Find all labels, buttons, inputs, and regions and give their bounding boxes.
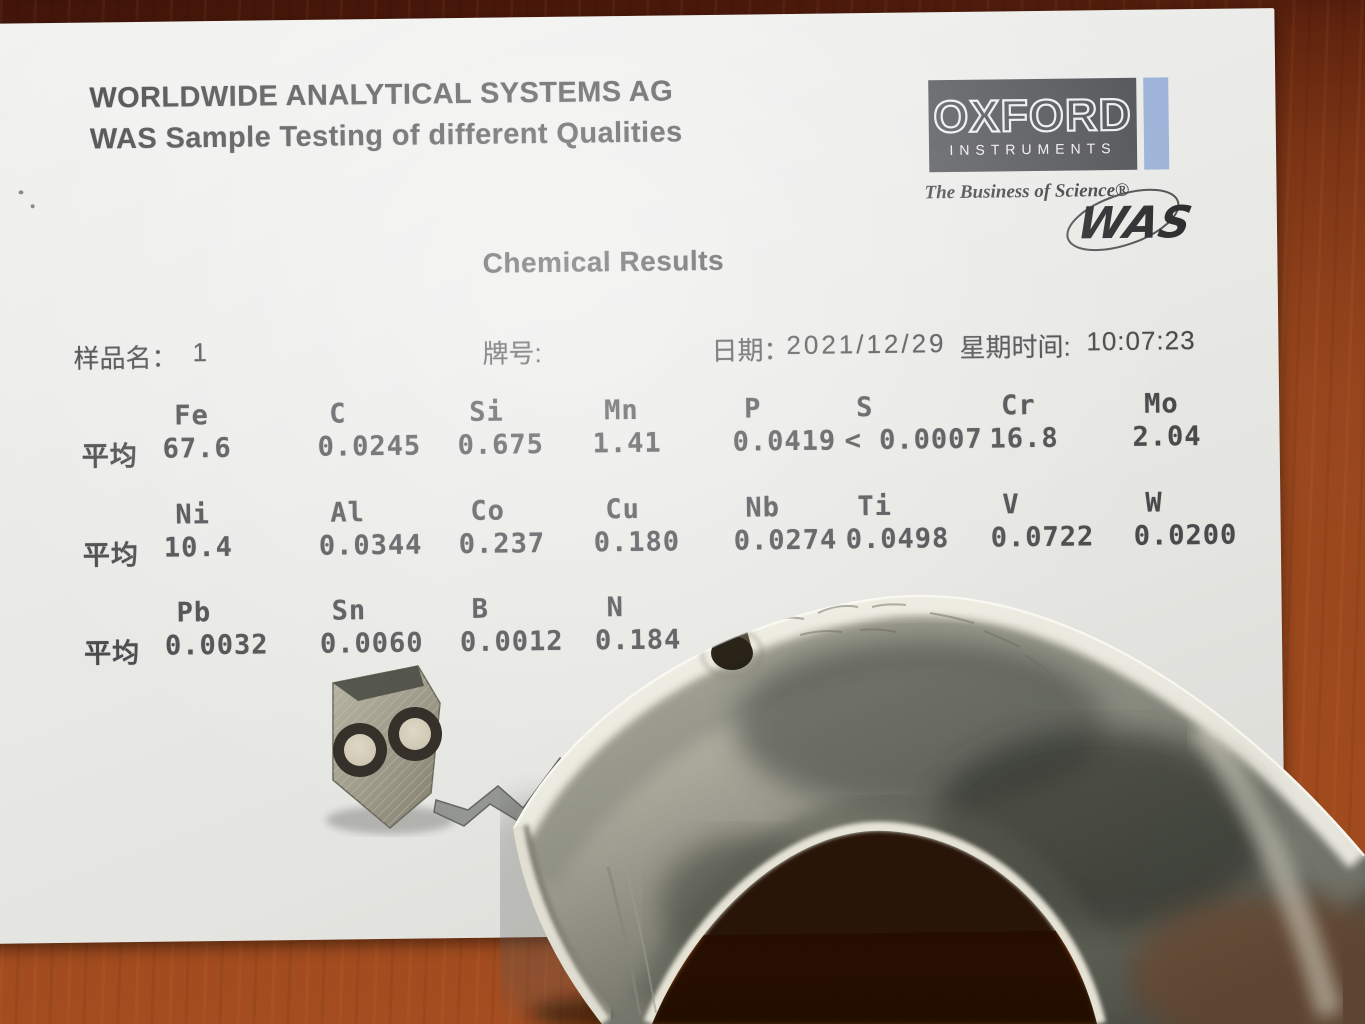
element-value: 0.675 — [457, 429, 545, 462]
element-value: 0.0060 — [319, 627, 424, 660]
element-value: 67.6 — [162, 432, 232, 465]
wood-reflection — [1130, 895, 1365, 1024]
average-row-label: 平均 — [83, 637, 141, 670]
element-value: 0.237 — [458, 528, 546, 561]
element-value: 2.04 — [1132, 420, 1202, 453]
element-value: 0.0245 — [317, 430, 422, 463]
average-row-label: 平均 — [81, 440, 138, 473]
element-group: 平均 Fe 67.6 C 0.0245 Si 0.675 Mn 1.41 P 0.0419 S < 0.… — [0, 387, 1280, 473]
average-row-label: 平均 — [82, 539, 140, 572]
element-symbol: Sn — [331, 595, 367, 627]
element-value: 0.0498 — [845, 523, 950, 556]
element-value: 0.180 — [593, 526, 681, 559]
element-value: 0.0200 — [1133, 519, 1238, 552]
element-value: 0.0419 — [732, 425, 837, 458]
inner-bend-highlight — [643, 821, 1106, 1024]
element-value: 0.0274 — [733, 524, 838, 557]
element-symbol: Nb — [745, 492, 781, 524]
was-mark-text: WAS — [1073, 197, 1196, 249]
element-symbol: C — [329, 398, 347, 430]
element-symbol: Pb — [176, 597, 212, 629]
element-symbol: Co — [470, 495, 506, 527]
element-symbol: W — [1145, 487, 1163, 519]
element-value: < 0.0007 — [844, 423, 983, 457]
element-symbol: Mn — [604, 394, 639, 427]
spark-test-burn-spots — [333, 707, 442, 777]
elbow-arch-shadow — [652, 830, 1097, 1024]
report-paper: WORLDWIDE ANALYTICAL SYSTEMS AG WAS Samp… — [0, 8, 1286, 944]
element-symbol: Mo — [1143, 388, 1179, 420]
element-value: 1.41 — [592, 427, 662, 460]
weld-seam — [606, 866, 642, 1016]
etched-markings — [767, 603, 1054, 676]
element-symbol: Fe — [174, 400, 209, 432]
element-value: 16.8 — [989, 422, 1059, 455]
element-symbol: P — [744, 393, 762, 425]
element-group: 平均 Ni 10.4 Al 0.0344 Co 0.237 Cu 0.180 Nb 0.0274 Ti… — [0, 486, 1281, 572]
element-value: 0.0344 — [318, 529, 423, 562]
element-value: 10.4 — [163, 531, 234, 564]
element-symbol: Cr — [1000, 390, 1036, 422]
element-symbol: Al — [330, 497, 366, 529]
chip-folded-edge — [333, 666, 424, 701]
element-symbol: Si — [469, 396, 504, 428]
element-value: 0.0032 — [164, 629, 269, 662]
element-symbol: V — [1002, 489, 1020, 521]
element-symbol: B — [471, 593, 490, 625]
element-value: 0.0722 — [990, 521, 1095, 554]
element-symbol: Ti — [857, 490, 893, 523]
element-symbol: Cu — [605, 493, 641, 526]
was-logo-mark: WAS — [1066, 188, 1196, 252]
element-symbol: Ni — [175, 499, 211, 531]
steel-elbow-fitting — [500, 594, 1365, 1024]
pipe-end-face — [513, 825, 614, 1024]
element-symbol: S — [855, 391, 874, 424]
metal-sample-chip — [326, 665, 575, 834]
